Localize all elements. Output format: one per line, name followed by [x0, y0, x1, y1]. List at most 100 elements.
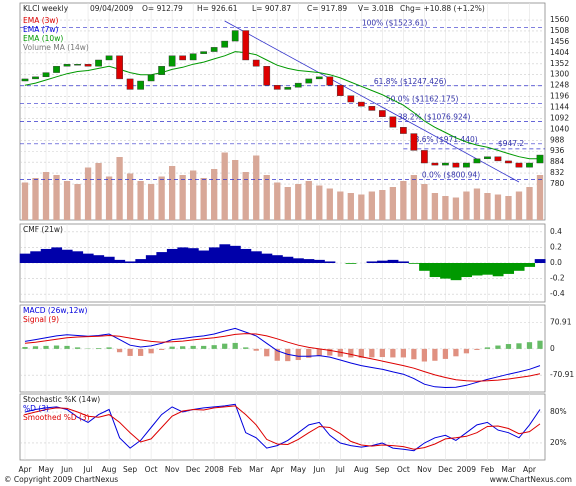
header-value: V= 3.01B [358, 4, 394, 13]
y-tick-label: 1352 [550, 59, 569, 68]
x-tick-label: Aug [102, 465, 117, 474]
histogram-bar [159, 348, 165, 350]
cmf-bar [440, 263, 451, 279]
header-value: O= 912.79 [142, 4, 183, 13]
histogram-bar [116, 348, 123, 353]
volume-bar [221, 152, 228, 220]
volume-bar [95, 163, 102, 220]
histogram-bar [379, 348, 385, 358]
volume-bar [463, 191, 470, 220]
volume-bar [337, 191, 344, 220]
histogram-bar [337, 348, 343, 357]
y-tick-label: 1196 [550, 92, 569, 101]
volume-bar [242, 172, 249, 220]
y-tick-label: 1560 [550, 15, 569, 24]
cmf-bar [103, 256, 115, 263]
candle [210, 47, 218, 52]
footer-right: www.ChartNexus.com [490, 475, 572, 484]
cmf-bar [524, 263, 536, 267]
y-tick-label: 1404 [550, 48, 569, 57]
cmf-bar [187, 248, 199, 263]
candle [378, 110, 386, 117]
series-line [24, 327, 541, 389]
volume-bar [168, 166, 176, 220]
legend-entry: Signal (9) [23, 315, 59, 324]
candle [189, 53, 197, 61]
cmf-bar [166, 248, 178, 263]
histogram-bar [64, 345, 70, 349]
candle [53, 66, 60, 73]
cmf-bar [398, 261, 409, 263]
cmf-bar [271, 255, 283, 263]
candle [315, 76, 323, 80]
legend-entry: %D (3) [23, 404, 49, 413]
volume-bar [400, 181, 407, 220]
panel-frame [19, 2, 546, 221]
cmf-bar [303, 259, 315, 263]
histogram-bar [400, 348, 406, 358]
histogram-bar [137, 348, 144, 356]
fib-label: 50.0% ($1162.175) [386, 95, 459, 104]
series-line [24, 333, 541, 382]
volume-bar [232, 160, 239, 220]
y-tick-label: 0 [550, 344, 555, 353]
histogram-bar [537, 340, 543, 349]
annotation-label: $947.2 [498, 139, 524, 148]
x-tick-label: Dec [186, 465, 201, 474]
candle [200, 51, 208, 54]
candle [452, 162, 460, 168]
cmf-bar [408, 263, 420, 264]
candle [368, 106, 376, 111]
y-tick-label: 0.0 [550, 258, 562, 267]
volume-bar [116, 157, 123, 220]
histogram-bar [22, 347, 28, 349]
candle [400, 127, 407, 134]
cmf-bar [419, 263, 430, 271]
x-tick-label: Nov [165, 465, 180, 474]
volume-bar [347, 193, 354, 220]
volume-bar [284, 187, 291, 220]
x-tick-label: Dec [438, 465, 453, 474]
candle [347, 95, 355, 103]
histogram-bar [306, 348, 312, 358]
volume-bar [316, 185, 323, 220]
histogram-bar [127, 348, 133, 356]
candle [242, 30, 250, 61]
histogram-bar [327, 348, 333, 356]
histogram-bar [180, 346, 186, 349]
cmf-bar [366, 261, 378, 263]
candle [526, 162, 533, 168]
volume-bar [74, 184, 81, 220]
header-value: C= 917.89 [307, 4, 347, 13]
histogram-bar [106, 347, 112, 349]
y-tick-label: 0.4 [550, 227, 562, 236]
x-tick-label: Apr [271, 465, 285, 474]
candle [326, 76, 334, 86]
cmf-bar [482, 263, 494, 275]
y-tick-label: 1144 [550, 103, 569, 112]
histogram-bar [495, 345, 501, 349]
histogram-bar [442, 348, 449, 359]
histogram-bar [222, 343, 228, 349]
histogram-bar [169, 346, 175, 349]
volume-bar [484, 193, 491, 220]
cmf-bar [429, 263, 441, 278]
cmf-bar [513, 263, 525, 271]
volume-bar [431, 193, 439, 220]
histogram-bar [201, 345, 207, 349]
candle [494, 156, 502, 162]
cmf-bar [293, 258, 304, 263]
y-tick-label: 80% [550, 407, 567, 416]
candle [63, 63, 71, 67]
volume-bar [274, 182, 281, 220]
volume-bar [263, 175, 270, 220]
candle [515, 162, 523, 168]
candle [126, 78, 134, 90]
volume-bar [494, 194, 502, 220]
volume-bar [158, 176, 165, 220]
candle [336, 85, 344, 96]
volume-bar [137, 181, 144, 220]
candle [263, 66, 271, 86]
series-line [24, 51, 540, 160]
